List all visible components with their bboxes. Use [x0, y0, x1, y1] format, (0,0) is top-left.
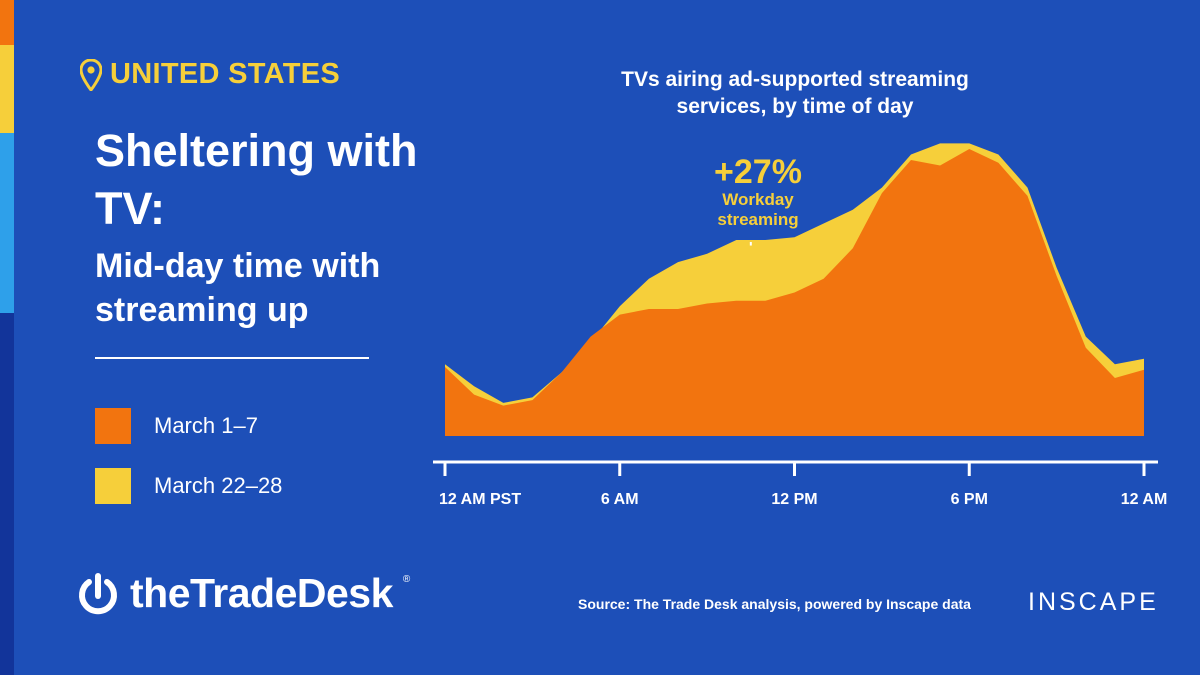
annotation-text-wrap: Workday streaming	[717, 190, 799, 229]
x-tick-label: 12 PM	[771, 491, 817, 508]
legend-label: March 1–7	[154, 413, 258, 438]
x-tick-label: 6 AM	[601, 491, 639, 508]
divider	[95, 357, 369, 359]
location-text: UNITED STATES	[110, 58, 340, 90]
registered-mark: ®	[402, 574, 410, 585]
accent-stripe-yellow	[0, 45, 14, 133]
source-note: Source: The Trade Desk analysis, powered…	[578, 596, 971, 612]
x-tick-label: 6 PM	[951, 491, 988, 508]
map-pin-icon	[80, 58, 102, 91]
legend-label: March 22–28	[154, 473, 283, 498]
accent-stripe-lightblue	[0, 133, 14, 313]
x-axis-ticks: 12 AM PST 6 AM 12 PM 6 PM 12 AM	[439, 462, 1167, 508]
inscape-logo: INSCAPE	[1028, 588, 1159, 616]
accent-stripe-darkblue	[0, 313, 14, 675]
x-tick-label: 12 AM	[1121, 491, 1168, 508]
x-tick-label: 12 AM PST	[439, 491, 521, 508]
legend-item-march-1-7: March 1–7	[95, 408, 258, 444]
accent-stripe-orange	[0, 0, 14, 45]
location-label: UNITED STATES	[80, 58, 340, 91]
subheadline: Mid-day time with streaming up	[95, 247, 381, 329]
brand-logo: theTradeDesk ®	[76, 570, 410, 617]
annotation-text: Workday streaming	[717, 190, 799, 229]
series-area-march-1-7	[445, 149, 1144, 436]
annotation-value: +27%	[714, 153, 802, 191]
legend-swatch-orange	[95, 408, 131, 444]
legend-item-march-22-28: March 22–28	[95, 468, 282, 504]
headline: Sheltering with TV:	[95, 125, 418, 234]
legend-swatch-yellow	[95, 468, 131, 504]
power-icon	[79, 572, 117, 614]
chart-title: TVs airing ad-supported streaming servic…	[621, 68, 969, 118]
brand-name: theTradeDesk	[130, 570, 393, 616]
